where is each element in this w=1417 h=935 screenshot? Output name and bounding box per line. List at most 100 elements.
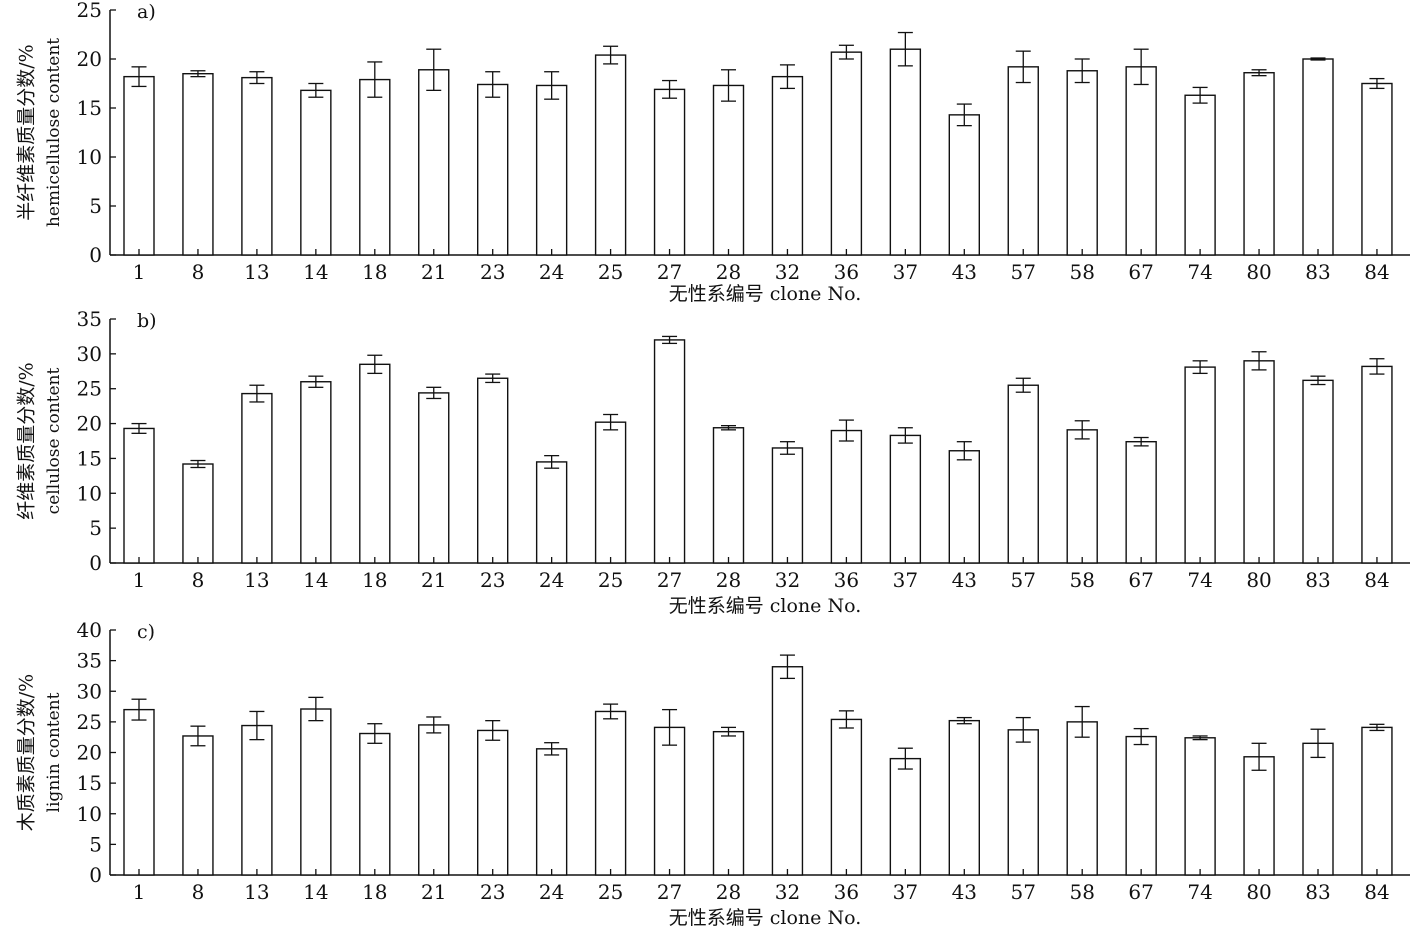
x-tick-label: 23	[480, 568, 505, 592]
bar	[712, 84, 745, 256]
x-tick-label: 83	[1305, 880, 1330, 904]
x-tick-label: 83	[1305, 260, 1330, 284]
bar	[123, 75, 155, 256]
bar	[771, 666, 804, 876]
x-tick-label: 21	[421, 260, 446, 284]
x-tick-label: 36	[834, 260, 859, 284]
bar	[1243, 72, 1275, 256]
x-tick-label: 83	[1305, 568, 1330, 592]
bar	[712, 427, 745, 564]
x-tick-label: 18	[362, 260, 387, 284]
bar	[1007, 66, 1039, 256]
bar	[241, 76, 273, 256]
y-tick-label: 20	[77, 741, 102, 765]
bar	[123, 708, 155, 876]
x-tick-label: 18	[362, 568, 387, 592]
y-axis-title-en: cellulose content	[44, 368, 64, 515]
bar	[771, 447, 804, 564]
x-tick-label: 28	[716, 880, 741, 904]
y-tick-label: 15	[77, 446, 102, 470]
x-tick-label: 57	[1011, 260, 1036, 284]
x-tick-label: 25	[598, 568, 623, 592]
x-tick-label: 32	[775, 260, 800, 284]
y-axis-title-cn: 纤维素质量分数/%	[16, 362, 38, 519]
x-tick-label: 8	[192, 880, 205, 904]
x-tick-label: 84	[1364, 260, 1389, 284]
bar	[653, 88, 686, 256]
x-tick-label: 80	[1246, 568, 1271, 592]
y-tick-label: 5	[89, 516, 102, 540]
x-tick-label: 24	[539, 880, 564, 904]
bar	[1302, 379, 1334, 564]
bar	[1066, 70, 1098, 256]
x-tick-label: 28	[716, 568, 741, 592]
x-tick-label: 43	[952, 260, 977, 284]
x-tick-label: 67	[1128, 568, 1153, 592]
x-tick-label: 23	[480, 880, 505, 904]
bar	[1066, 429, 1098, 564]
x-tick-label: 80	[1246, 880, 1271, 904]
bar	[535, 461, 568, 564]
x-tick-label: 13	[244, 568, 269, 592]
bar	[300, 381, 332, 564]
bar	[948, 114, 980, 256]
x-tick-label: 36	[834, 568, 859, 592]
x-tick-label: 21	[421, 568, 446, 592]
bar	[1125, 66, 1157, 256]
x-tick-label: 58	[1069, 880, 1094, 904]
bar	[594, 710, 627, 876]
bar	[1302, 742, 1334, 876]
bar	[241, 392, 273, 564]
y-tick-label: 30	[77, 679, 102, 703]
bar	[477, 83, 509, 256]
x-tick-label: 14	[303, 880, 328, 904]
bar	[830, 429, 863, 564]
x-tick-label: 14	[303, 568, 328, 592]
x-tick-label: 74	[1187, 260, 1212, 284]
x-tick-label: 32	[775, 568, 800, 592]
bar	[712, 730, 745, 876]
bar	[889, 434, 922, 564]
bar	[123, 427, 155, 564]
y-tick-label: 5	[89, 194, 102, 218]
y-tick-label: 25	[77, 710, 102, 734]
x-tick-label: 43	[952, 880, 977, 904]
panel-label: b)	[137, 310, 157, 332]
bar	[477, 377, 509, 564]
y-tick-label: 20	[77, 47, 102, 71]
bar	[535, 84, 568, 256]
panel-label: c)	[137, 621, 155, 643]
y-tick-label: 10	[77, 145, 102, 169]
x-tick-label: 36	[834, 880, 859, 904]
x-axis-title: 无性系编号 clone No.	[669, 595, 862, 617]
bar	[1125, 735, 1157, 876]
bar	[1243, 360, 1275, 564]
y-axis-title-en: lignin content	[44, 692, 64, 812]
x-tick-label: 37	[893, 568, 918, 592]
y-axis-title-en: hemicellulose content	[44, 38, 64, 227]
bar	[359, 78, 391, 256]
y-tick-label: 10	[77, 802, 102, 826]
x-tick-label: 28	[716, 260, 741, 284]
x-tick-label: 37	[893, 260, 918, 284]
bar	[948, 719, 980, 876]
y-tick-label: 0	[89, 863, 102, 887]
bar	[1361, 82, 1393, 256]
y-axis-title-cn: 半纤维素质量分数/%	[16, 44, 38, 220]
x-tick-label: 27	[657, 260, 682, 284]
bar	[594, 54, 627, 256]
x-tick-label: 25	[598, 260, 623, 284]
bar	[182, 72, 214, 256]
bar	[1007, 729, 1039, 876]
bar	[241, 724, 273, 876]
bar	[1125, 440, 1157, 564]
x-axis-title: 无性系编号 clone No.	[669, 907, 862, 929]
x-tick-label: 1	[133, 568, 146, 592]
x-tick-label: 84	[1364, 880, 1389, 904]
bar	[418, 724, 450, 876]
y-tick-label: 5	[89, 832, 102, 856]
bar	[535, 748, 568, 876]
